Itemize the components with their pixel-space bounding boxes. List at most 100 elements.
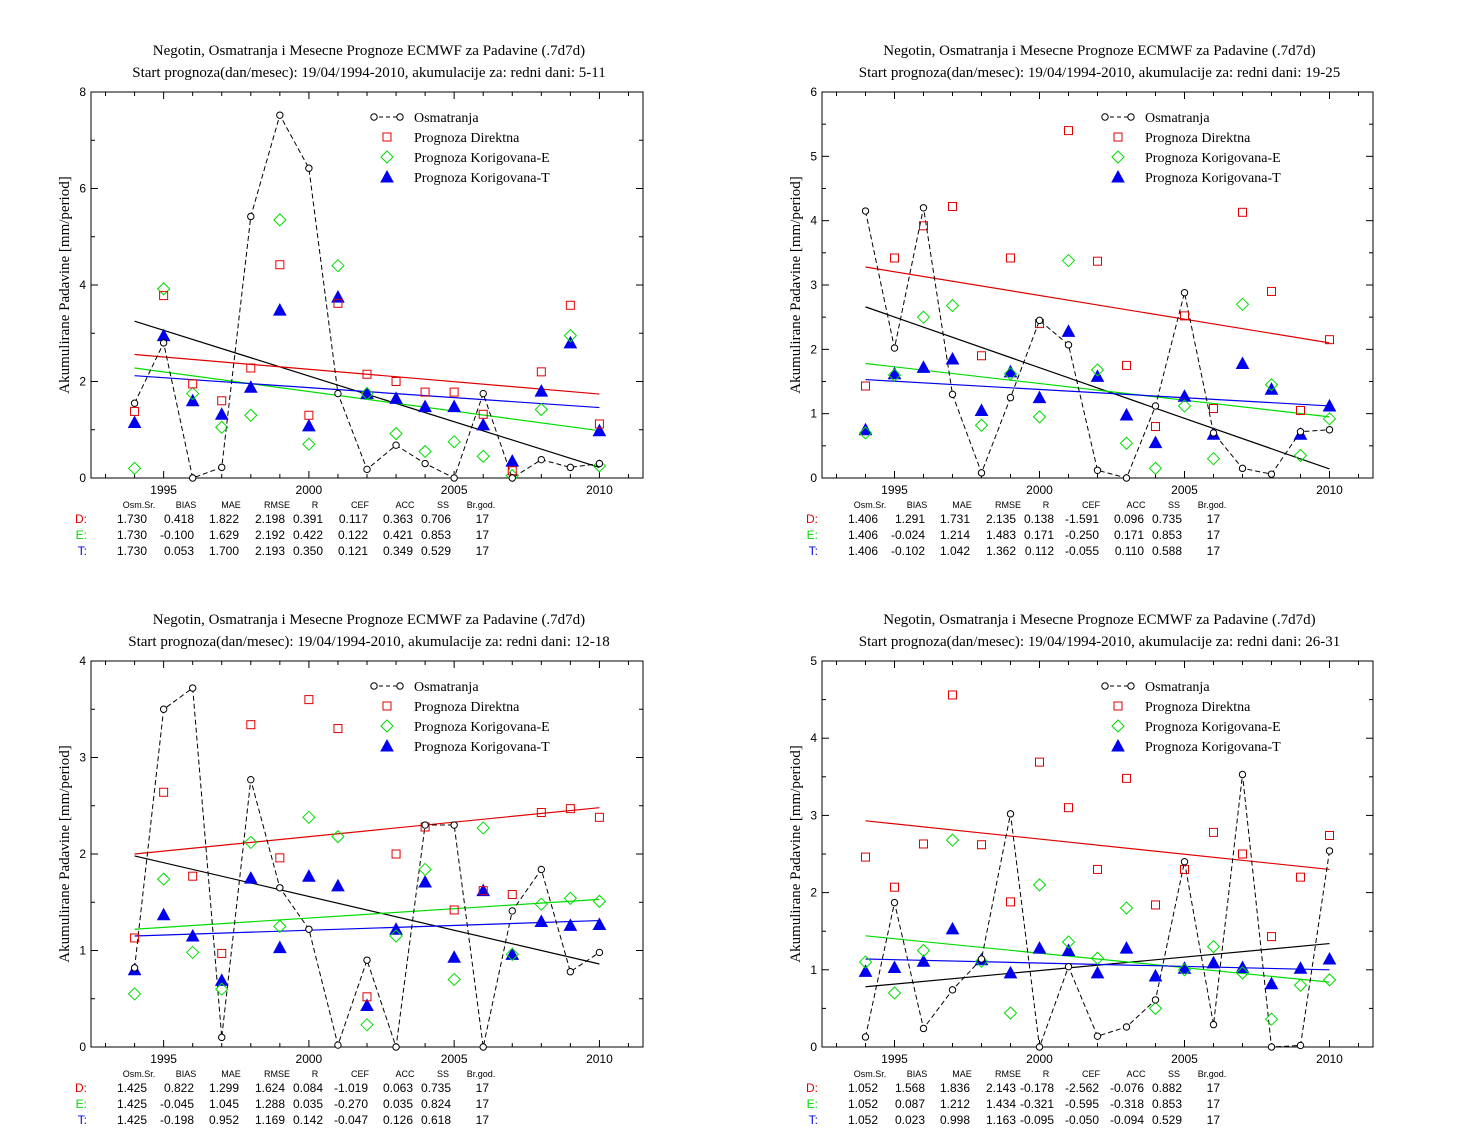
stats-row-label: D: [75, 512, 87, 526]
stats-value: -0.024 [891, 528, 925, 542]
stats-value: 1.700 [209, 544, 239, 558]
legend-item: Osmatranja [1145, 111, 1210, 126]
data-point [919, 204, 928, 212]
data-point [1322, 412, 1337, 426]
stats-value: 0.121 [338, 544, 368, 558]
data-point [276, 111, 284, 119]
data-point [945, 921, 960, 935]
data-point [887, 960, 902, 973]
stats-value: 2.143 [986, 1081, 1016, 1095]
data-point [1003, 965, 1018, 979]
data-point [420, 387, 430, 397]
legend-marker [1111, 738, 1125, 752]
data-point [507, 466, 517, 476]
stats-value: 0.418 [164, 512, 194, 526]
data-point [447, 950, 462, 963]
series-line-osmatranja [865, 774, 1330, 1048]
data-point [977, 469, 986, 477]
stats-value: 1.291 [895, 512, 925, 526]
data-point [594, 812, 604, 822]
trend-line [134, 807, 600, 855]
stats-header: MAE [952, 500, 972, 510]
legend-item: Prognoza Korigovana-E [414, 151, 550, 166]
data-point [418, 862, 432, 877]
data-point [333, 298, 343, 308]
data-point [421, 459, 429, 468]
data-point [447, 435, 461, 449]
y-tick-label: 0 [79, 471, 86, 485]
data-point [273, 919, 287, 934]
data-point [563, 891, 578, 906]
stats-value: 0.063 [383, 1081, 413, 1095]
data-point [1006, 897, 1015, 907]
data-point [217, 396, 227, 406]
stats-header: Osm.Sr. [854, 1069, 887, 1079]
data-point [916, 954, 931, 967]
legend-marker [1111, 169, 1125, 183]
data-point [244, 835, 258, 850]
y-tick-label: 1 [810, 407, 817, 421]
data-point [534, 384, 549, 397]
data-point [1151, 900, 1160, 910]
stats-value: 0.618 [421, 1113, 451, 1127]
legend-marker [1101, 682, 1109, 690]
data-point [159, 787, 169, 797]
data-point [1064, 963, 1073, 971]
data-point [890, 882, 899, 892]
stats-value: -0.076 [1110, 1081, 1144, 1095]
data-point [1180, 858, 1189, 866]
stats-value: 0.096 [1114, 512, 1144, 526]
data-point [1119, 941, 1134, 954]
legend-marker [380, 719, 394, 733]
legend-marker [1111, 150, 1125, 164]
data-point [476, 449, 490, 463]
data-point [1296, 427, 1305, 436]
stats-header: ACC [1126, 1069, 1146, 1079]
data-point [247, 775, 255, 784]
trend-line [865, 362, 1330, 418]
x-tick-label: 1995 [150, 483, 177, 497]
stats-value: 0.087 [895, 1097, 925, 1111]
stats-header: R [1043, 500, 1050, 510]
data-point [1177, 389, 1192, 402]
data-point [858, 955, 873, 969]
stats-value: 17 [1207, 1081, 1221, 1095]
data-point [1296, 1041, 1305, 1050]
stats-value: 1.042 [940, 544, 970, 558]
stats-value: 1.425 [117, 1097, 147, 1111]
data-point [536, 808, 546, 818]
stats-value: 0.117 [339, 512, 368, 526]
stats-value: -0.100 [160, 528, 194, 542]
x-tick-label: 2005 [441, 1052, 468, 1066]
legend-item: Prognoza Korigovana-T [1145, 740, 1281, 755]
data-point [1325, 426, 1334, 434]
data-point [534, 897, 549, 911]
y-axis-label: Akumulirane Padavine [mm/period] [788, 745, 804, 962]
data-point [507, 890, 517, 900]
y-tick-label: 2 [79, 847, 86, 861]
data-point [1235, 297, 1250, 312]
data-point [1325, 847, 1334, 855]
series-line-osmatranja [134, 113, 600, 479]
stats-value: 0.350 [293, 544, 323, 558]
data-point [1209, 827, 1218, 837]
stats-value: 1.299 [209, 1081, 239, 1095]
y-axis-label: Akumulirane Padavine [mm/period] [57, 745, 73, 962]
data-point [185, 386, 200, 401]
chart-title: Negotin, Osmatranja i Mesecne Prognoze E… [153, 612, 585, 628]
legend-marker [1127, 682, 1135, 690]
stats-value: 1.052 [848, 1097, 878, 1111]
data-point [1061, 943, 1076, 956]
data-point [1090, 965, 1105, 979]
data-point [1061, 324, 1076, 337]
data-point [159, 291, 169, 301]
trend-line [865, 935, 1330, 983]
x-tick-label: 2010 [586, 483, 613, 497]
chart-title: Negotin, Osmatranja i Mesecne Prognoze E… [153, 43, 585, 59]
data-point [302, 810, 316, 825]
legend-marker [370, 113, 378, 121]
trend-line [865, 820, 1330, 871]
stats-value: 1.730 [117, 528, 147, 542]
legend-item: Prognoza Korigovana-E [1145, 151, 1281, 166]
stats-header: SS [437, 1069, 449, 1079]
